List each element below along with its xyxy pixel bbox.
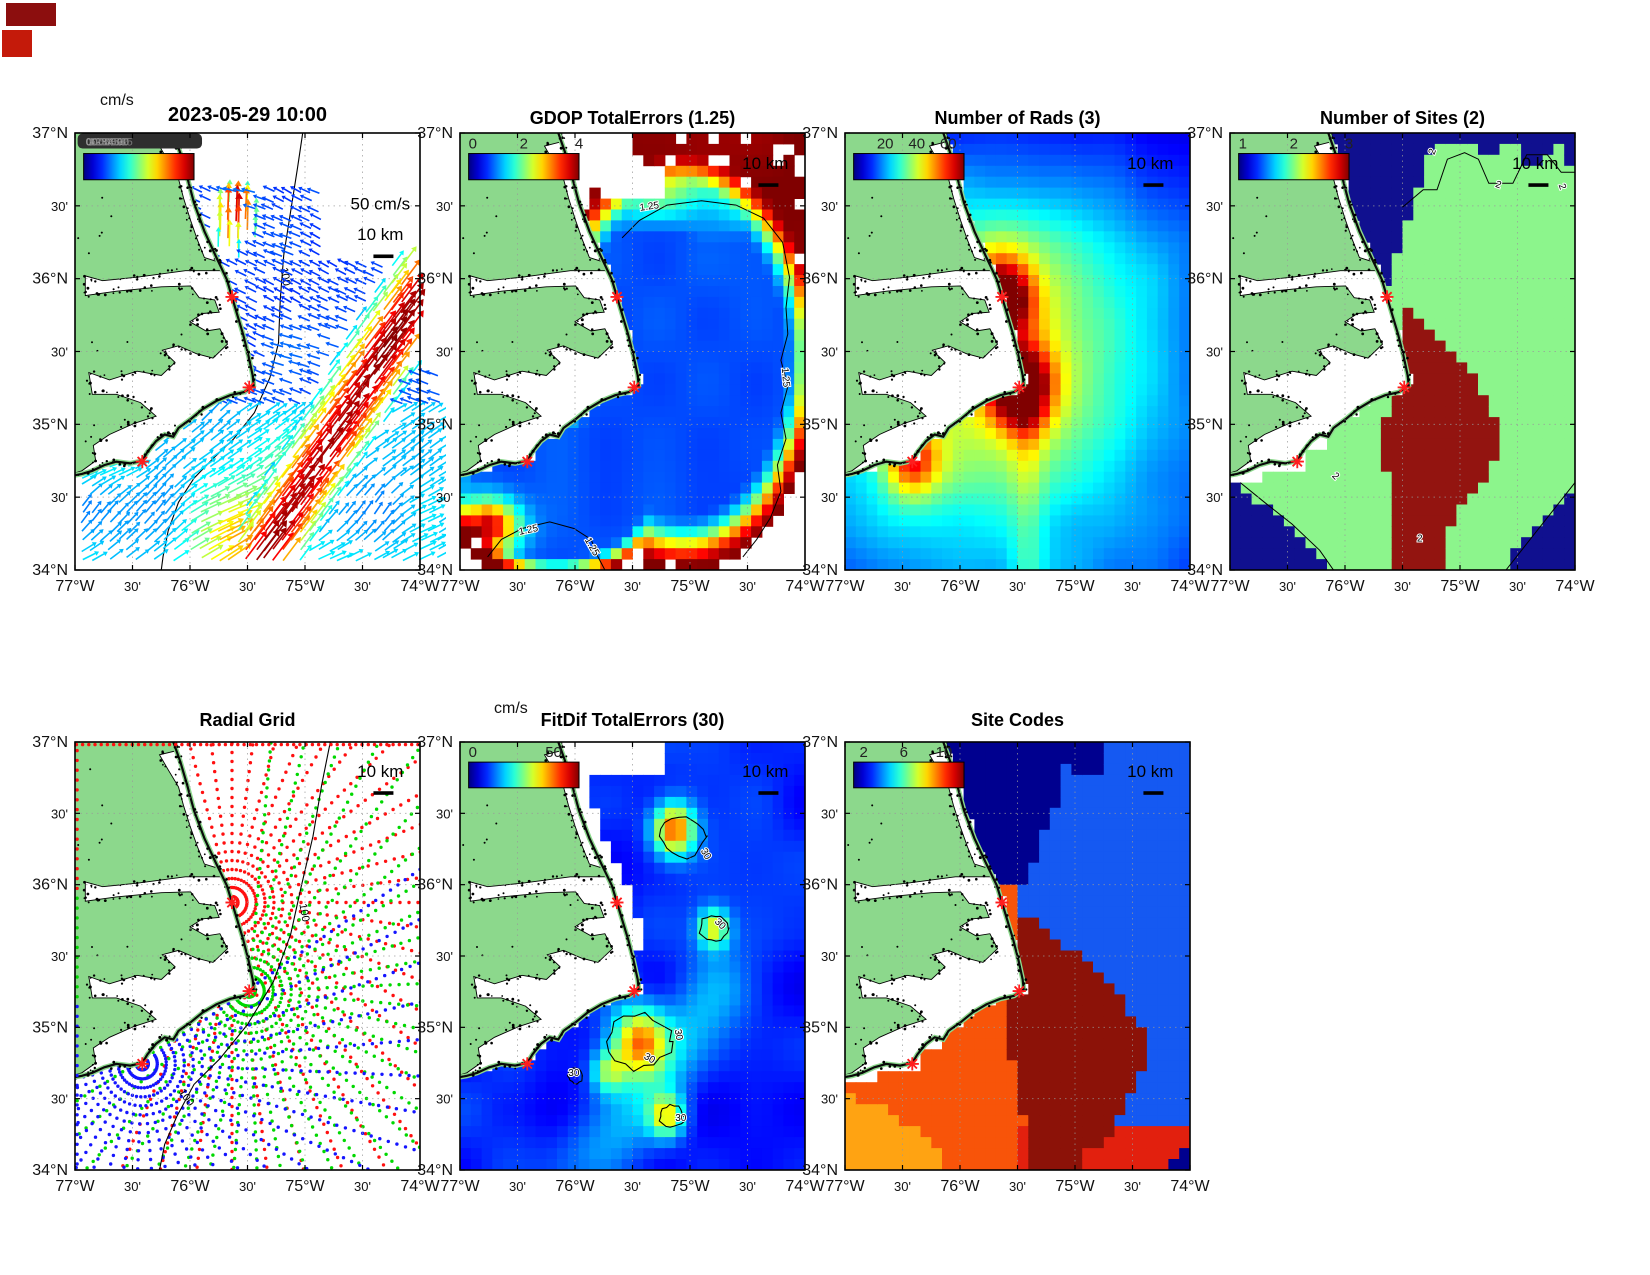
svg-text:37°N: 37°N [32, 125, 68, 142]
svg-text:40: 40 [908, 136, 925, 153]
panel-title-radialgrid: Radial Grid [199, 710, 296, 730]
colorbar-units-label-fitdif: cm/s [494, 700, 528, 717]
svg-text:30': 30' [821, 345, 838, 360]
svg-text:1.25: 1.25 [518, 523, 540, 538]
svg-text:30': 30' [436, 345, 453, 360]
svg-text:34°N: 34°N [417, 562, 453, 579]
svg-text:76°W: 76°W [940, 578, 980, 595]
svg-text:74°W: 74°W [1170, 578, 1210, 595]
svg-text:36°N: 36°N [417, 271, 453, 288]
svg-text:30': 30' [894, 579, 911, 594]
svg-text:30': 30' [239, 579, 256, 594]
svg-text:1.25: 1.25 [779, 367, 792, 388]
svg-text:30': 30' [124, 579, 141, 594]
svg-text:20: 20 [877, 136, 894, 153]
svg-text:37°N: 37°N [417, 125, 453, 142]
svg-text:36°N: 36°N [802, 271, 838, 288]
svg-text:30': 30' [739, 579, 756, 594]
svg-text:50 cm/s: 50 cm/s [351, 194, 411, 213]
svg-text:4: 4 [575, 136, 583, 153]
svg-text:30': 30' [436, 490, 453, 505]
svg-text:77°W: 77°W [440, 578, 480, 595]
svg-text:74°W: 74°W [400, 578, 440, 595]
map-number-of-rads: 20 40 60 10 km 77°W 37°N 30' 30' 76°W 36°N 30' 30' 7… [802, 125, 1210, 595]
corner-artifact-block-2 [2, 30, 32, 57]
svg-text:76°W: 76°W [555, 578, 595, 595]
panel-title-numrads: Number of Rads (3) [934, 108, 1101, 128]
svg-text:75°W: 75°W [1055, 578, 1095, 595]
svg-text:75°W: 75°W [285, 578, 325, 595]
svg-text:5152535455: 5152535455 [90, 137, 133, 149]
corner-artifact [2, 3, 56, 57]
svg-text:10 km: 10 km [1127, 154, 1173, 173]
svg-text:75°W: 75°W [670, 578, 710, 595]
svg-text:30': 30' [1009, 579, 1026, 594]
svg-text:60: 60 [940, 136, 957, 153]
svg-text:30': 30' [51, 345, 68, 360]
svg-text:74°W: 74°W [785, 578, 825, 595]
svg-text:30': 30' [821, 199, 838, 214]
svg-text:77°W: 77°W [55, 578, 95, 595]
panel-title-currents: 2023-05-29 10:00 [167, 104, 327, 126]
svg-text:30': 30' [509, 579, 526, 594]
svg-text:10 km: 10 km [357, 225, 403, 244]
svg-text:35°N: 35°N [802, 416, 838, 433]
panel-title-sitecodes: Site Codes [970, 710, 1065, 730]
svg-text:37°N: 37°N [802, 125, 838, 142]
svg-text:30': 30' [51, 490, 68, 505]
svg-text:10 km: 10 km [742, 154, 788, 173]
panel-title-gdop: GDOP TotalErrors (1.25) [529, 108, 736, 128]
svg-text:30': 30' [51, 199, 68, 214]
svg-text:77°W: 77°W [825, 578, 865, 595]
svg-text:0: 0 [469, 136, 477, 153]
svg-text:30': 30' [354, 579, 371, 594]
panel-title-fitdif: FitDif TotalErrors (30) [540, 710, 725, 730]
svg-text:34°N: 34°N [32, 562, 68, 579]
svg-text:30': 30' [436, 199, 453, 214]
map-number-of-sites: 22222212310 km77°W37°N30'30'76°W36°N30'3… [1187, 125, 1595, 595]
svg-text:36°N: 36°N [32, 271, 68, 288]
svg-text:30': 30' [1124, 579, 1141, 594]
svg-text:1.25: 1.25 [639, 200, 660, 214]
svg-text:30': 30' [821, 490, 838, 505]
panel-title-numsites: Number of Sites (2) [1319, 108, 1486, 128]
colorbar-units-label-currents: cm/s [100, 92, 134, 109]
svg-text:0102030405060: 0102030405060 [86, 137, 129, 149]
svg-text:76°W: 76°W [170, 578, 210, 595]
corner-artifact-block-1 [6, 3, 56, 26]
svg-text:34°N: 34°N [802, 562, 838, 579]
svg-text:30': 30' [624, 579, 641, 594]
svg-text:35°N: 35°N [417, 416, 453, 433]
svg-text:2: 2 [520, 136, 528, 153]
map-gdop-total-errors: 1.251.251.251.250 2 410 km77°W37°N30'30'76… [417, 125, 825, 595]
svg-text:35°N: 35°N [32, 416, 68, 433]
